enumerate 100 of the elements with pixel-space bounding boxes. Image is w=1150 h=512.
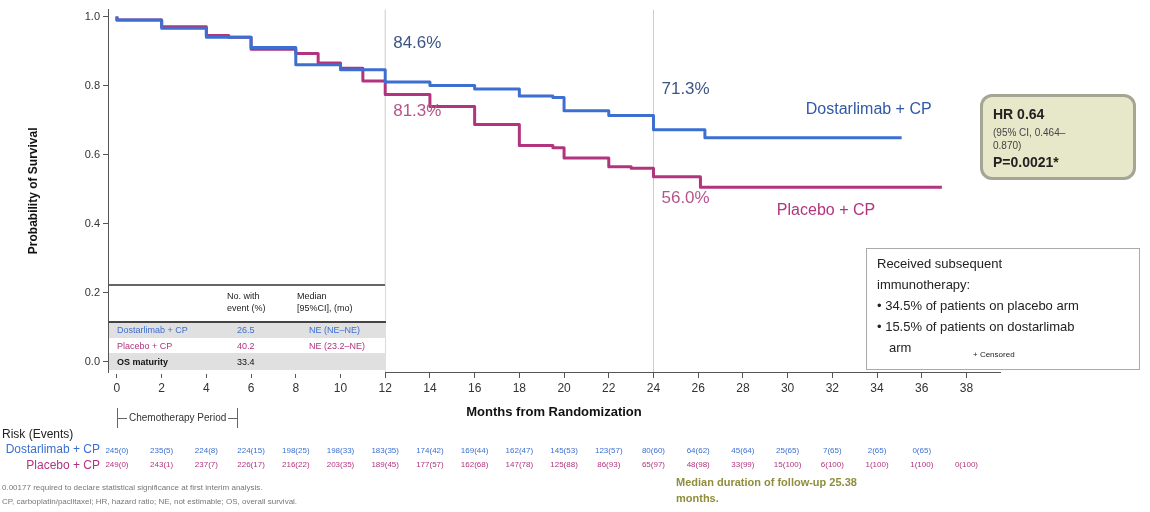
annotation: Dostarlimab + CP bbox=[117, 325, 188, 336]
annotation: 84.6% bbox=[393, 33, 442, 53]
x-tick-label: 8 bbox=[292, 380, 300, 395]
x-tick-label: 34 bbox=[870, 380, 885, 395]
text: 224(15) bbox=[236, 446, 266, 456]
annotation: + Censored bbox=[973, 350, 1015, 360]
x-tick-label: 22 bbox=[602, 380, 616, 395]
y-tick-label: 0.4 bbox=[84, 216, 100, 229]
text: 6(100) bbox=[819, 460, 845, 470]
x-tick-label: 18 bbox=[512, 380, 527, 395]
x-axis-title: Months from Randomization bbox=[466, 403, 642, 419]
text: 226(17) bbox=[236, 460, 266, 470]
annotation: Placebo + CP bbox=[117, 341, 173, 352]
text: 2(65) bbox=[866, 446, 888, 456]
y-tick-label: 1.0 bbox=[84, 9, 100, 22]
text: 64(62) bbox=[685, 446, 711, 456]
x-tick-label: 20 bbox=[557, 380, 572, 395]
annotation: 33.4 bbox=[237, 357, 255, 368]
text: 169(44) bbox=[459, 446, 490, 456]
annotation: Median bbox=[297, 291, 327, 302]
text: 1(100) bbox=[909, 460, 935, 470]
annotation: P=0.0021* bbox=[993, 154, 1059, 171]
annotation: OS maturity bbox=[117, 357, 169, 368]
x-tick-label: 24 bbox=[646, 380, 661, 395]
x-tick-label: 38 bbox=[959, 380, 974, 395]
x-tick-label: 16 bbox=[467, 380, 482, 395]
annotation: event (%) bbox=[227, 303, 266, 314]
text: 86(93) bbox=[596, 460, 622, 470]
x-tick-label: 36 bbox=[915, 380, 929, 395]
y-tick-label: 0.6 bbox=[84, 147, 100, 160]
y-axis-title: Probability of Survival bbox=[25, 127, 40, 255]
text: 25(65) bbox=[775, 446, 801, 456]
text: 183(35) bbox=[370, 446, 400, 456]
text: 245(0) bbox=[105, 446, 129, 455]
text: 249(0) bbox=[105, 460, 129, 469]
annotation: Received subsequent bbox=[877, 256, 1003, 272]
x-tick-label: 0 bbox=[113, 380, 121, 395]
text: 198(25) bbox=[281, 446, 311, 456]
text: 237(7) bbox=[193, 460, 219, 470]
annotation: NE (23.2–NE) bbox=[309, 341, 366, 352]
annotation: • 34.5% of patients on placebo arm bbox=[877, 298, 1079, 314]
annotation: 56.0% bbox=[661, 188, 710, 208]
x-tick-label: 28 bbox=[736, 380, 750, 395]
x-tick-label: 2 bbox=[158, 380, 166, 395]
text: 45(64) bbox=[730, 446, 756, 456]
series-label: Dostarlimab + CP bbox=[805, 99, 932, 118]
x-tick-label: 12 bbox=[378, 380, 393, 395]
x-tick-label: 14 bbox=[423, 380, 437, 395]
y-tick-label: 0.0 bbox=[84, 354, 100, 367]
text: 15(100) bbox=[772, 460, 803, 470]
annotation: 0.870) bbox=[993, 140, 1022, 151]
text: 123(57) bbox=[593, 446, 624, 456]
annotation: (95% CI, 0.464– bbox=[993, 127, 1066, 138]
text: Risk (Events) bbox=[2, 427, 74, 442]
text: 0(65) bbox=[911, 446, 933, 456]
text: Placebo + CP bbox=[26, 458, 100, 473]
text: 145(53) bbox=[549, 446, 579, 456]
text: 235(5) bbox=[149, 446, 175, 456]
text: 203(35) bbox=[325, 460, 356, 470]
text: CP, carboplatin/paclitaxel; HR, hazard ratio; NE, not estimable; OS, overall survival. bbox=[2, 497, 298, 507]
text: Dostarlimab + CP bbox=[5, 442, 100, 457]
x-tick-label: 10 bbox=[333, 380, 348, 395]
text: 7(65) bbox=[822, 446, 843, 456]
text: 147(78) bbox=[504, 460, 535, 470]
text: 198(33) bbox=[325, 446, 356, 456]
annotation: • 15.5% of patients on dostarlimab bbox=[877, 319, 1075, 335]
series-label: Placebo + CP bbox=[776, 201, 876, 219]
text: 48(98) bbox=[685, 460, 711, 470]
annotation: NE (NE–NE) bbox=[309, 325, 361, 336]
annotation: [95%CI], (mo) bbox=[297, 303, 353, 314]
text: 174(42) bbox=[415, 446, 445, 456]
annotation: 71.3% bbox=[661, 79, 710, 99]
text: 125(88) bbox=[549, 460, 579, 470]
annotation: 81.3% bbox=[393, 100, 442, 120]
text: Median duration of follow-up 25.38 bbox=[676, 476, 857, 489]
text: 162(47) bbox=[504, 446, 535, 456]
text: 65(97) bbox=[640, 460, 667, 470]
x-tick-label: 6 bbox=[247, 380, 255, 395]
text: 177(57) bbox=[415, 460, 445, 470]
text: 224(8) bbox=[193, 446, 219, 456]
text: 1(100) bbox=[864, 460, 890, 470]
annotation: immunotherapy: bbox=[877, 277, 971, 293]
annotation: HR 0.64 bbox=[993, 106, 1045, 123]
annotation: 26.5 bbox=[237, 325, 255, 336]
text: 33(99) bbox=[730, 460, 756, 470]
text: 216(22) bbox=[281, 460, 311, 470]
y-tick-label: 0.8 bbox=[84, 78, 100, 91]
y-tick-label: 0.2 bbox=[84, 285, 100, 298]
text: months. bbox=[676, 492, 719, 505]
text: 0.00177 required to declare statistical significance at first interim analysis. bbox=[2, 483, 263, 493]
text: 80(60) bbox=[640, 446, 667, 456]
x-tick-label: 30 bbox=[780, 380, 795, 395]
annotation: 40.2 bbox=[237, 341, 255, 352]
text: 162(68) bbox=[459, 460, 490, 470]
text: 0(100) bbox=[953, 460, 979, 470]
annotation: No. with bbox=[227, 291, 260, 302]
period-bracket: Chemotherapy Period bbox=[116, 408, 239, 428]
text: 189(45) bbox=[370, 460, 400, 470]
annotation: arm bbox=[889, 340, 912, 356]
x-tick-label: 4 bbox=[203, 380, 211, 395]
